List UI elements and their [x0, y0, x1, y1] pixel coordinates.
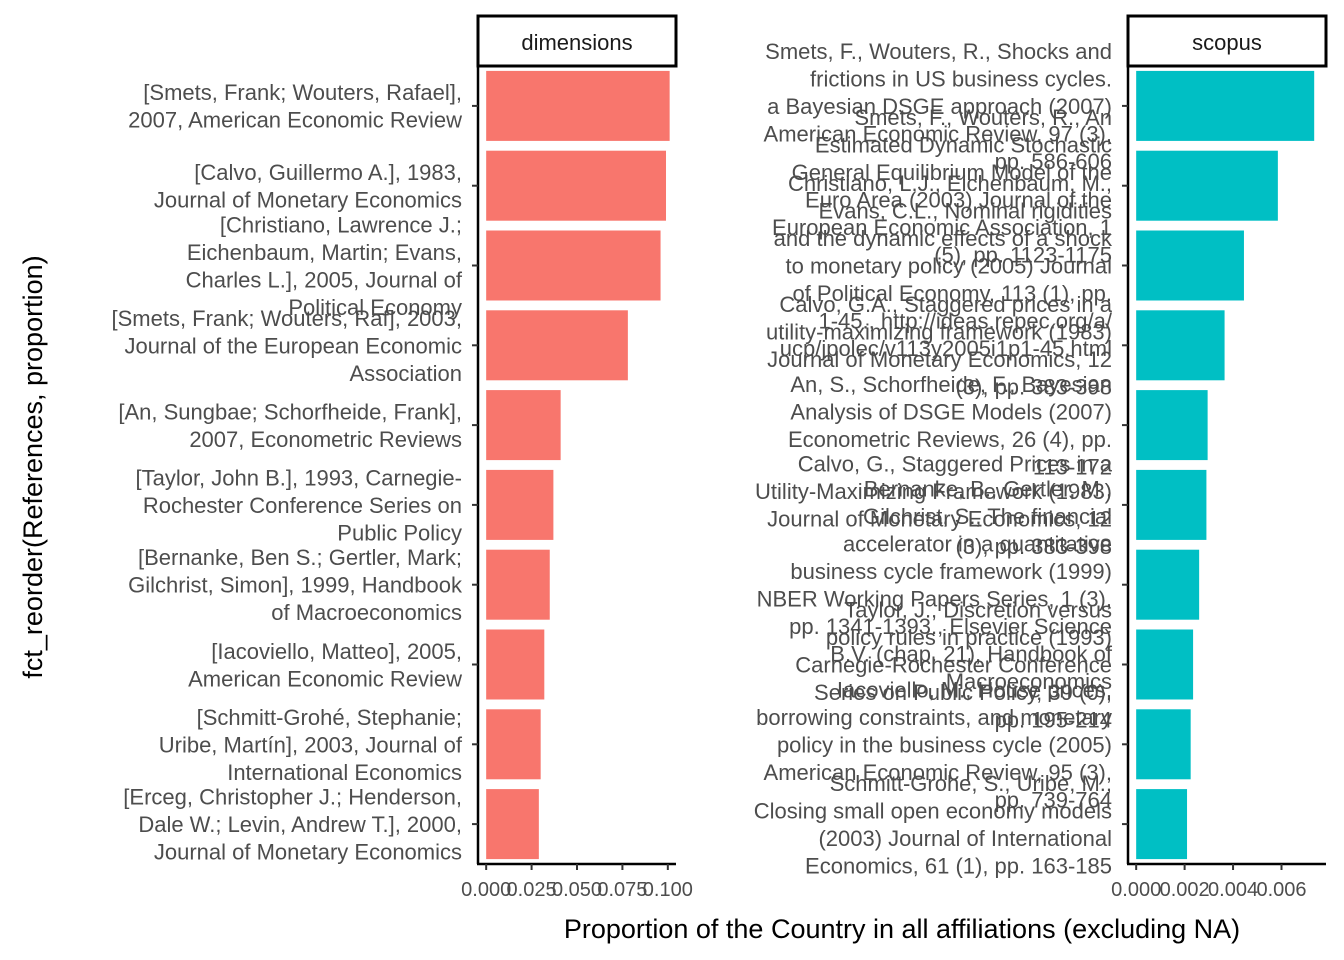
x-tick-label-scopus-3: 0.004	[1208, 879, 1258, 901]
bar-scopus-10	[1136, 789, 1188, 860]
category-label-scopus-2: Smets, F., Wouters, R., An Estimated Dyna…	[772, 105, 1112, 268]
bar-scopus-5	[1136, 390, 1208, 461]
bar-dimensions-7	[486, 549, 550, 620]
bar-dimensions-4	[486, 310, 628, 381]
category-label-dimensions-10: [Erceg, Christopher J.; Henderson, Dale W…	[123, 785, 462, 865]
x-tick-label-dimensions-1: 0.000	[461, 879, 511, 901]
panel-scopus: scopus Smets, F., Wouters, R., Shocks and…	[754, 14, 1328, 901]
category-label-scopus-6: Calvo, G., Staggered Prices in a Utility-…	[755, 452, 1113, 560]
x-tick-label-dimensions-4: 0.075	[597, 879, 647, 901]
category-label-scopus-10: Schmitt-Grohe, S., Uribe, M., Closing sma…	[754, 771, 1112, 879]
bar-dimensions-3	[486, 230, 661, 301]
bar-scopus-6	[1136, 469, 1207, 540]
bar-scopus-7	[1136, 549, 1200, 620]
category-label-scopus-3: Christiano, L.J., Eichenbaum, M., Evans, …	[774, 171, 1113, 361]
category-label-dimensions-6: [Taylor, John B.], 1993, Carnegie-Roches…	[135, 465, 462, 545]
bar-scopus-2	[1136, 150, 1278, 221]
x-tick-label-dimensions-3: 0.050	[552, 879, 602, 901]
bar-dimensions-6	[486, 469, 554, 540]
category-label-dimensions-5: [An, Sungbae; Schorfheide, Frank], 2007, …	[118, 399, 462, 452]
strip-scopus	[1126, 14, 1328, 68]
bar-dimensions-5	[486, 390, 561, 461]
panel-dimensions: dimensions [Smets, Frank; Wouters, Rafael…	[111, 14, 693, 901]
category-label-scopus-4: Calvo, G.A., Staggered prices in a utilit…	[766, 292, 1113, 400]
bar-scopus-9	[1136, 709, 1191, 780]
bar-dimensions-2	[486, 150, 667, 221]
bar-scopus-8	[1136, 629, 1194, 700]
strip-dimensions	[476, 14, 678, 68]
bar-scopus-3	[1136, 230, 1244, 301]
category-label-scopus-9: Iacoviello, M., House prices, borrowing c…	[756, 677, 1112, 812]
x-tick-label-dimensions-2: 0.025	[507, 879, 557, 901]
category-label-dimensions-7: [Bernanke, Ben S.; Gertler, Mark; Gilchri…	[128, 545, 463, 625]
category-label-dimensions-3: [Christiano, Lawrence J.; Eichenbaum, Mar…	[186, 212, 463, 320]
category-label-dimensions-1: [Smets, Frank; Wouters, Rafael], 2007, Am…	[128, 80, 462, 132]
bar-scopus-1	[1136, 70, 1315, 141]
category-label-scopus-1: Smets, F., Wouters, R., Shocks and fricti…	[764, 39, 1112, 174]
x-tick-label-dimensions-5: 0.100	[643, 879, 693, 901]
bar-scopus-4	[1136, 310, 1225, 381]
y-axis-title: fct_reorder(References, proportion)	[18, 255, 48, 678]
category-label-dimensions-8: [Iacoviello, Matteo], 2005, American Econ…	[188, 639, 462, 692]
category-label-dimensions-9: [Schmitt-Grohé, Stephanie; Uribe, Martín]…	[159, 705, 463, 785]
x-tick-label-scopus-4: 0.006	[1256, 879, 1306, 901]
x-tick-label-scopus-1: 0.000	[1111, 879, 1161, 901]
strip-label-scopus: scopus	[1192, 30, 1262, 55]
category-label-dimensions-4: [Smets, Frank; Wouters, Raf], 2003, Journ…	[111, 306, 462, 386]
bar-dimensions-8	[486, 629, 545, 700]
category-label-dimensions-2: [Calvo, Guillermo A.], 1983, Journal of M…	[154, 160, 462, 213]
category-label-scopus-5: An, S., Schorfheide, F., Bayesian Analysi…	[788, 372, 1112, 480]
bar-dimensions-1	[486, 70, 670, 141]
bar-dimensions-9	[486, 709, 541, 780]
x-tick-label-scopus-2: 0.002	[1160, 879, 1210, 901]
category-label-scopus-8: Taylor, J., Discretion versus policy rule…	[795, 598, 1112, 733]
bar-dimensions-10	[486, 789, 539, 860]
category-label-scopus-7: Bernanke, B., Gertler, M., Gilchrist, S.,…	[757, 476, 1113, 694]
strip-label-dimensions: dimensions	[521, 30, 632, 55]
x-axis-title: Proportion of the Country in all affilia…	[564, 914, 1240, 944]
